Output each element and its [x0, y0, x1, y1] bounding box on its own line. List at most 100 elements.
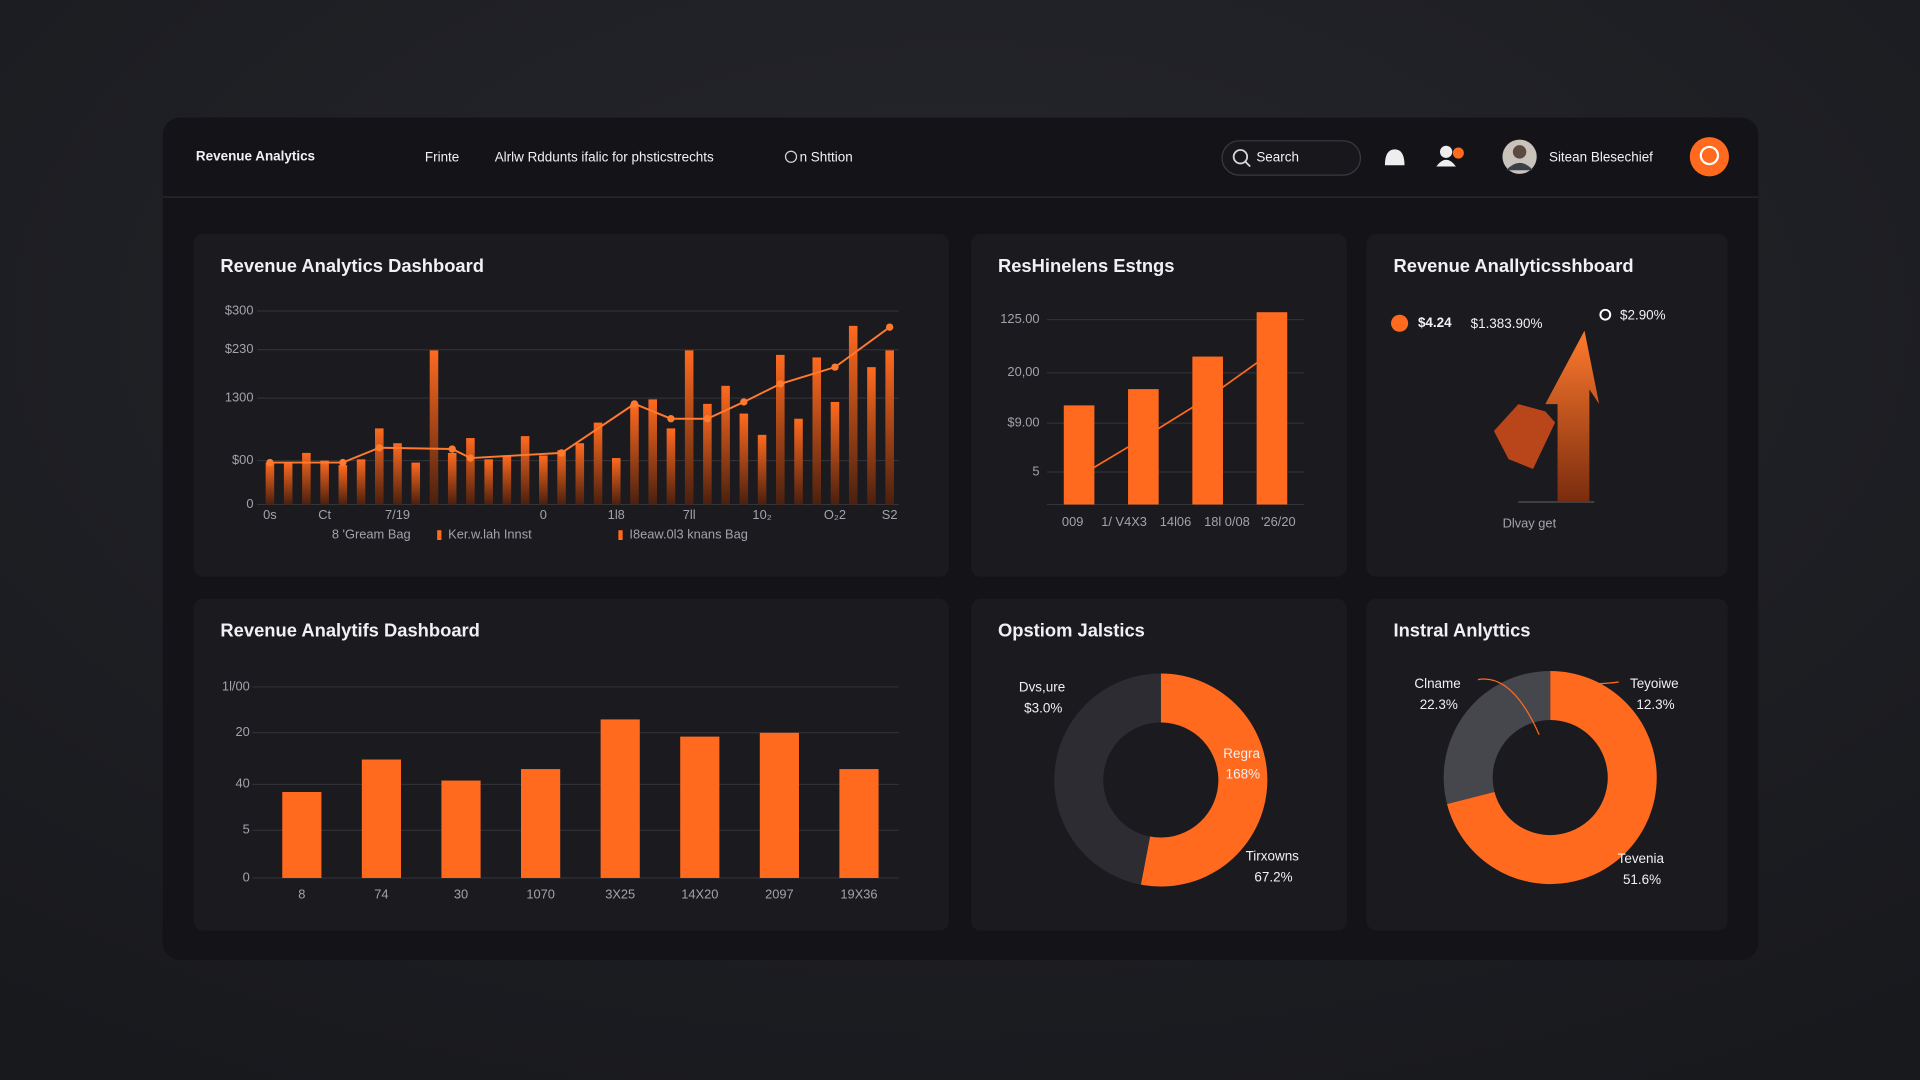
search-placeholder: Search [1256, 150, 1299, 165]
bar [1063, 405, 1095, 505]
y-tick-label: 1300 [225, 389, 254, 404]
x-tick-label: 10₂ [752, 507, 771, 522]
arrow-shape [1545, 330, 1600, 503]
x-tick-label: 74 [374, 886, 388, 901]
bar [593, 422, 603, 505]
bar [830, 401, 840, 505]
bar [666, 428, 676, 505]
search-icon [1244, 160, 1251, 168]
nav-item[interactable]: Frinte [425, 150, 459, 165]
bar [283, 462, 293, 505]
rate-stat: $2.90% [1620, 307, 1666, 322]
x-tick-label: 30 [454, 886, 468, 901]
bar [759, 732, 799, 878]
x-tick-label: O₂2 [824, 507, 846, 522]
secondary-stat: $1.383.90% [1471, 316, 1543, 331]
slice-label: Tirxowns [1246, 849, 1300, 864]
bar [484, 459, 493, 505]
bar [521, 769, 561, 878]
x-tick-label: S2 [882, 507, 898, 522]
y-tick-label: $230 [225, 341, 254, 356]
bar [648, 399, 657, 505]
avatar [1512, 145, 1527, 159]
bar [757, 434, 767, 505]
bar [684, 350, 694, 505]
y-tick-label: 20,00 [1007, 364, 1039, 379]
avatar [1506, 162, 1534, 171]
bar [1128, 389, 1159, 505]
nav-item[interactable]: Alrlw Rddunts ifalic for phsticstrechts [495, 150, 714, 165]
donut-slice [1443, 671, 1551, 805]
x-tick-label: 3X25 [605, 886, 635, 901]
profile-button[interactable] [1689, 137, 1729, 177]
bar [466, 438, 475, 505]
line-point [885, 323, 894, 331]
y-tick-label: 1l/00 [222, 678, 250, 693]
legend-swatch [618, 530, 623, 540]
x-tick-label: 14X20 [681, 886, 718, 901]
x-tick-label: 1l8 [608, 507, 625, 522]
bar [776, 354, 785, 505]
panel [1366, 233, 1728, 577]
y-tick-label: 40 [235, 776, 249, 791]
bar [703, 403, 712, 505]
x-tick-label: 14l06 [1160, 514, 1191, 529]
x-tick-label: 7ll [683, 507, 696, 522]
panel-title: ResHinelens Estngs [998, 255, 1175, 276]
nav-item[interactable]: n Shttion [800, 150, 853, 165]
legend-label: 8 'Gream Bag [332, 526, 411, 541]
bar [539, 455, 548, 505]
notification-icon[interactable] [1384, 149, 1405, 166]
panel [193, 598, 949, 931]
bar [429, 350, 439, 505]
primary-stat: $4.24 [1418, 315, 1452, 330]
line-point [776, 380, 784, 388]
slice-label: Dvs,ure [1019, 680, 1065, 695]
panel-title: Opstiom Jalstics [998, 620, 1145, 641]
bar [794, 418, 803, 505]
donut-slice [1140, 673, 1268, 887]
bar [630, 403, 639, 505]
user-icon[interactable] [1440, 145, 1453, 158]
donut-slice [1054, 673, 1161, 885]
slice-value: 22.3% [1420, 697, 1458, 712]
user-icon [1436, 159, 1456, 167]
x-tick-label: 0 [540, 507, 547, 522]
x-tick-label: 18l 0/08 [1204, 514, 1250, 529]
panel-title: Revenue Analytics Dashboard [220, 255, 484, 276]
bar [680, 736, 720, 878]
x-tick-label: 19X36 [840, 886, 877, 901]
user-name: Sitean Blesechief [1549, 150, 1653, 165]
bar [575, 443, 585, 505]
y-tick-label: 125.00 [1000, 311, 1039, 326]
y-tick-label: 0 [243, 869, 250, 884]
bar [721, 385, 730, 505]
slice-label: Tevenia [1618, 851, 1665, 866]
x-tick-label: 7/19 [385, 507, 410, 522]
y-tick-label: 20 [235, 724, 249, 739]
panel-title: Revenue Anallyticsshboard [1393, 255, 1633, 276]
slice-value: 67.2% [1254, 870, 1292, 885]
bar [502, 455, 512, 505]
y-tick-label: 5 [1032, 463, 1039, 478]
panels: Revenue Analytics Dashboard $300 $230 1300 $… [193, 233, 1728, 931]
bar [611, 458, 621, 505]
panel-title: Revenue Analytifs Dashboard [220, 620, 479, 641]
bar [867, 367, 876, 505]
app-title: Revenue Analytics [196, 148, 315, 163]
nav-icon [784, 150, 798, 163]
donut-slice [1447, 671, 1657, 885]
arrow-shape [1493, 404, 1556, 469]
bar [393, 443, 402, 505]
slice-value: 168% [1226, 767, 1260, 782]
leader-line [1579, 680, 1619, 685]
line-point [740, 398, 748, 406]
slice-label: Teyoiwe [1630, 676, 1679, 691]
y-tick-label: $300 [225, 302, 254, 317]
bar [1256, 312, 1288, 505]
line-point [339, 458, 347, 467]
slice-value: $3.0% [1024, 701, 1062, 716]
search-box[interactable] [1221, 140, 1362, 176]
